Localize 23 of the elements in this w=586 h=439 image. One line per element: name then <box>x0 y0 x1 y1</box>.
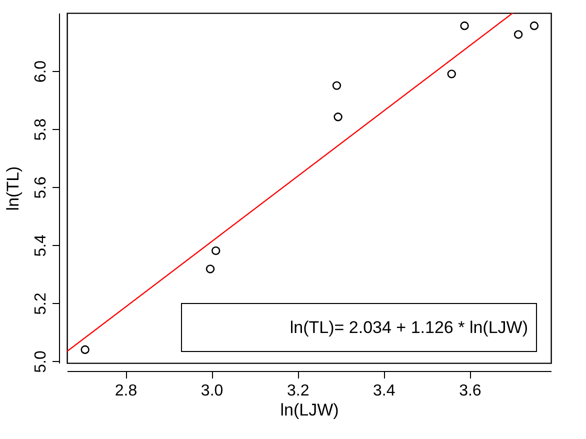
x-tick-label: 3.4 <box>373 382 396 400</box>
point <box>447 70 456 78</box>
y-tick-label: 5.6 <box>32 176 50 199</box>
point <box>80 345 90 354</box>
x-tick-label: 3.2 <box>286 382 310 400</box>
equation-box: ln(TL)= 2.034 + 1.126 * ln(LJW) <box>181 303 537 352</box>
point <box>332 81 342 90</box>
point <box>460 21 469 30</box>
x-axis-title: ln(LJW) <box>280 400 339 420</box>
y-tick-label: 5.0 <box>32 350 50 373</box>
y-tick-label: 5.8 <box>32 118 50 141</box>
y-tick-label: 5.4 <box>32 234 50 257</box>
x-tick-label: 3.0 <box>200 382 224 400</box>
x-tick-label: 3.6 <box>459 382 482 400</box>
point <box>206 264 215 274</box>
point <box>212 246 220 256</box>
y-axis-title: ln(TL) <box>4 166 22 211</box>
point <box>334 112 342 122</box>
y-tick-label: 5.2 <box>32 292 50 315</box>
point <box>530 21 539 30</box>
point <box>514 30 523 39</box>
x-tick-label: 2.8 <box>114 382 138 400</box>
y-tick-label: 6.0 <box>32 60 50 83</box>
